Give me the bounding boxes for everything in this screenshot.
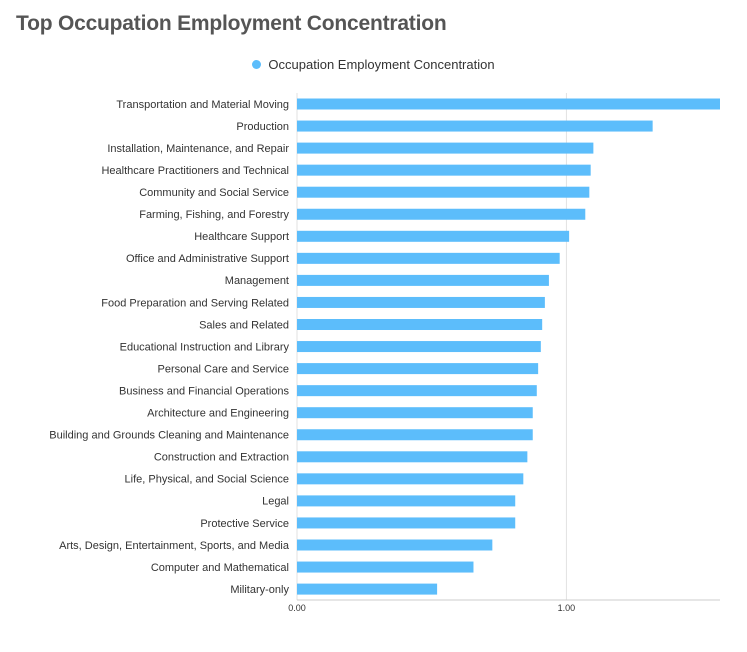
y-tick-label: Construction and Extraction: [154, 452, 289, 464]
y-tick-label: Building and Grounds Cleaning and Mainte…: [49, 430, 289, 442]
chart-title: Top Occupation Employment Concentration: [16, 12, 447, 35]
bar: [297, 363, 539, 375]
y-tick-label: Installation, Maintenance, and Repair: [107, 143, 289, 155]
y-tick-label: Legal: [262, 496, 289, 508]
y-tick-label: Computer and Mathematical: [151, 562, 289, 574]
bar: [297, 495, 516, 507]
y-tick-label: Production: [236, 121, 289, 133]
bar: [297, 98, 720, 110]
bar: [297, 517, 516, 529]
x-tick-label: 0.00: [288, 603, 306, 613]
y-tick-label: Farming, Fishing, and Forestry: [139, 209, 289, 221]
bar: [297, 451, 528, 463]
bar: [297, 539, 493, 551]
y-tick-label: Transportation and Material Moving: [116, 99, 289, 111]
y-tick-label: Food Preparation and Serving Related: [101, 297, 289, 309]
legend: Occupation Employment Concentration: [0, 57, 747, 72]
bar: [297, 252, 560, 264]
bar: [297, 230, 570, 242]
y-tick-label: Life, Physical, and Social Science: [125, 474, 289, 486]
y-tick-label: Management: [225, 275, 289, 287]
bar: [297, 296, 545, 308]
bar: [297, 164, 591, 176]
y-tick-label: Arts, Design, Entertainment, Sports, and…: [59, 540, 290, 552]
y-tick-label: Protective Service: [200, 518, 289, 530]
y-tick-label: Office and Administrative Support: [126, 253, 289, 265]
bar: [297, 385, 537, 397]
y-tick-label: Personal Care and Service: [158, 363, 289, 375]
y-tick-label: Healthcare Practitioners and Technical: [101, 165, 289, 177]
bar: [297, 120, 653, 132]
bar: [297, 274, 549, 286]
bar: [297, 473, 524, 485]
bar: [297, 429, 533, 441]
y-tick-label: Architecture and Engineering: [147, 408, 289, 420]
y-tick-label: Community and Social Service: [139, 187, 289, 199]
bar: [297, 186, 590, 198]
bar: [297, 208, 586, 220]
y-tick-label: Sales and Related: [199, 319, 289, 331]
bar: [297, 407, 533, 419]
legend-label: Occupation Employment Concentration: [268, 57, 495, 72]
bar: [297, 341, 541, 353]
bar: [297, 319, 543, 330]
legend-marker: [252, 60, 262, 69]
y-tick-label: Business and Financial Operations: [119, 385, 289, 397]
bar: [297, 142, 594, 154]
y-tick-label: Military-only: [230, 584, 289, 596]
y-tick-label: Healthcare Support: [194, 231, 289, 243]
bar: [297, 561, 474, 573]
y-tick-label: Educational Instruction and Library: [120, 341, 290, 353]
x-tick-label: 1.00: [558, 603, 576, 613]
bar: [297, 583, 438, 595]
